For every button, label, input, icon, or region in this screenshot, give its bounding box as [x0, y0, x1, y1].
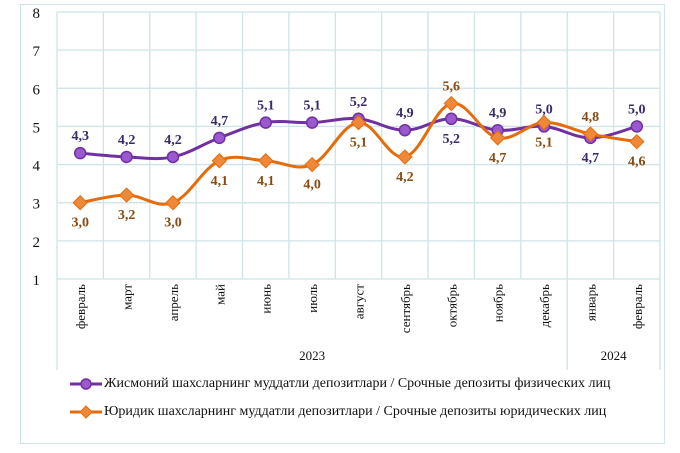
data-label: 4,3 — [71, 129, 89, 144]
data-label: 5,1 — [303, 99, 321, 114]
year-group-label: 2023 — [299, 348, 325, 363]
data-point-diamond — [211, 153, 228, 169]
data-point-circle — [305, 116, 319, 129]
legend-item-individuals: Жисмоний шахсларнинг муддатли депозитлар… — [70, 376, 611, 392]
data-point-circle — [445, 112, 458, 126]
y-tick-label: 1 — [33, 273, 41, 289]
data-label: 4,1 — [211, 174, 229, 189]
data-label: 5,1 — [535, 136, 553, 151]
chart-frame — [20, 4, 665, 444]
y-tick-label: 6 — [33, 82, 41, 98]
data-label: 4,0 — [303, 178, 321, 193]
data-label: 4,7 — [582, 151, 600, 166]
data-label: 4,8 — [582, 110, 600, 125]
data-point-circle — [166, 150, 180, 164]
x-tick-label: апрель — [166, 284, 181, 321]
data-point-diamond — [350, 114, 367, 131]
data-label: 4,9 — [489, 106, 507, 121]
data-point-diamond — [536, 114, 552, 131]
data-label: 5,1 — [350, 136, 368, 151]
data-label: 4,9 — [396, 106, 414, 121]
data-label: 4,1 — [257, 174, 275, 189]
data-point-diamond — [72, 195, 88, 211]
x-tick-label: январь — [583, 284, 598, 321]
x-tick-label: февраль — [73, 284, 88, 329]
data-label: 4,2 — [164, 133, 182, 148]
y-tick-label: 3 — [33, 197, 41, 213]
x-tick-label: июль — [305, 284, 320, 313]
x-tick-label: май — [212, 284, 227, 305]
y-tick-label: 5 — [33, 120, 41, 136]
x-tick-label: октябрь — [444, 284, 459, 327]
data-point-diamond — [489, 130, 506, 146]
data-label: 5,0 — [628, 102, 646, 117]
x-tick-label: ноябрь — [491, 284, 506, 322]
data-label: 5,1 — [257, 99, 275, 114]
data-point-circle — [259, 116, 272, 129]
data-label: 3,0 — [71, 216, 89, 231]
data-label: 4,7 — [489, 151, 507, 166]
x-tick-label: сентябрь — [398, 284, 413, 333]
data-point-circle — [73, 146, 87, 160]
data-label: 5,6 — [443, 80, 461, 95]
data-label: 4,2 — [118, 133, 136, 148]
data-label: 4,7 — [211, 114, 229, 129]
data-label: 5,0 — [535, 102, 553, 117]
data-point-diamond — [304, 156, 320, 173]
data-point-diamond — [258, 153, 274, 169]
data-label: 4,2 — [396, 170, 414, 185]
data-point-diamond — [582, 126, 599, 142]
x-tick-label: декабрь — [537, 284, 552, 327]
data-label: 3,2 — [118, 208, 136, 223]
data-point-diamond — [397, 149, 413, 165]
data-point-diamond — [443, 95, 459, 112]
data-label: 5,2 — [443, 132, 461, 147]
legend-item-legal-entities: Юридик шахсларнинг муддатли депозитлари … — [70, 404, 606, 420]
x-tick-label: июнь — [259, 284, 274, 314]
data-label: 3,0 — [164, 216, 182, 231]
legend-label: Жисмоний шахсларнинг муддатли депозитлар… — [104, 376, 611, 391]
year-group-label: 2024 — [601, 348, 628, 363]
y-tick-label: 4 — [33, 159, 41, 175]
data-label: 5,2 — [350, 95, 368, 110]
data-point-diamond — [118, 187, 135, 203]
legend-label: Юридик шахсларнинг муддатли депозитлари … — [104, 404, 607, 419]
data-label: 4,6 — [628, 155, 646, 170]
legend-marker-circle-icon — [70, 378, 102, 390]
legend-marker-diamond-icon — [70, 405, 102, 419]
data-point-diamond — [629, 133, 645, 150]
data-point-diamond — [165, 195, 181, 211]
data-point-circle — [630, 120, 644, 133]
data-point-circle — [398, 123, 412, 137]
y-tick-label: 7 — [33, 44, 41, 60]
x-tick-label: февраль — [630, 284, 645, 329]
data-point-circle — [120, 150, 133, 164]
y-tick-label: 2 — [33, 235, 41, 251]
x-tick-label: март — [120, 284, 135, 310]
data-point-circle — [213, 131, 226, 145]
x-tick-label: август — [352, 284, 367, 320]
y-tick-label: 8 — [33, 6, 41, 22]
